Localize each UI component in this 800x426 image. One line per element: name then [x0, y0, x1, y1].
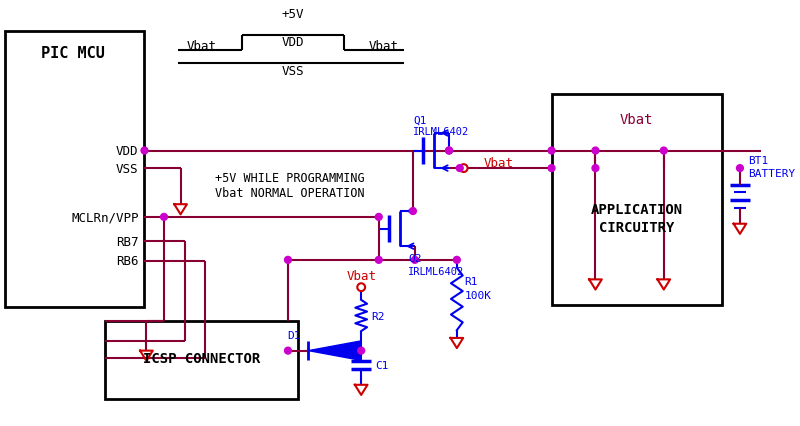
Text: VDD: VDD [282, 36, 304, 49]
Circle shape [660, 148, 667, 155]
Text: BT1: BT1 [748, 156, 768, 166]
Text: RB6: RB6 [116, 255, 138, 268]
Bar [5, 32, 145, 307]
Text: R2: R2 [371, 312, 385, 322]
Text: ICSP CONNECTOR: ICSP CONNECTOR [143, 351, 261, 366]
Circle shape [446, 148, 453, 155]
Text: CIRCUITRY: CIRCUITRY [598, 220, 674, 234]
Circle shape [375, 257, 382, 264]
Bar [551, 95, 722, 305]
Text: Q2: Q2 [408, 253, 422, 263]
Text: MCLRn/VPP: MCLRn/VPP [71, 211, 138, 224]
Text: C1: C1 [375, 360, 388, 370]
Text: Q1: Q1 [413, 115, 426, 125]
Text: IRLML6402: IRLML6402 [408, 266, 464, 276]
Text: Vbat: Vbat [186, 40, 217, 52]
Text: +5V: +5V [282, 9, 304, 21]
Text: R1: R1 [465, 276, 478, 287]
Bar [106, 322, 298, 400]
Circle shape [548, 148, 555, 155]
Circle shape [456, 165, 463, 172]
Text: VDD: VDD [116, 145, 138, 158]
Text: IRLML6402: IRLML6402 [413, 127, 469, 137]
Circle shape [285, 347, 291, 354]
Text: +5V WHILE PROGRAMMING: +5V WHILE PROGRAMMING [214, 172, 364, 185]
Text: VSS: VSS [116, 162, 138, 175]
Circle shape [592, 165, 599, 172]
Text: 100K: 100K [465, 290, 492, 300]
Text: Vbat: Vbat [346, 269, 376, 282]
Circle shape [375, 214, 382, 221]
Text: BATTERY: BATTERY [748, 169, 795, 178]
Circle shape [411, 257, 418, 264]
Circle shape [410, 208, 416, 215]
Text: APPLICATION: APPLICATION [590, 203, 682, 216]
Circle shape [285, 257, 291, 264]
Circle shape [454, 257, 460, 264]
Text: PIC MCU: PIC MCU [42, 46, 105, 61]
Text: Vbat NORMAL OPERATION: Vbat NORMAL OPERATION [214, 187, 364, 199]
Circle shape [446, 148, 453, 155]
Circle shape [161, 214, 167, 221]
Text: Vbat: Vbat [369, 40, 399, 52]
Polygon shape [309, 341, 361, 360]
Circle shape [737, 165, 743, 172]
Text: Vbat: Vbat [620, 113, 654, 127]
Circle shape [548, 165, 555, 172]
Text: Vbat: Vbat [483, 156, 514, 169]
Text: D1: D1 [287, 330, 301, 340]
Circle shape [358, 347, 365, 354]
Text: RB7: RB7 [116, 235, 138, 248]
Circle shape [592, 148, 599, 155]
Text: VSS: VSS [282, 65, 304, 78]
Circle shape [141, 148, 148, 155]
